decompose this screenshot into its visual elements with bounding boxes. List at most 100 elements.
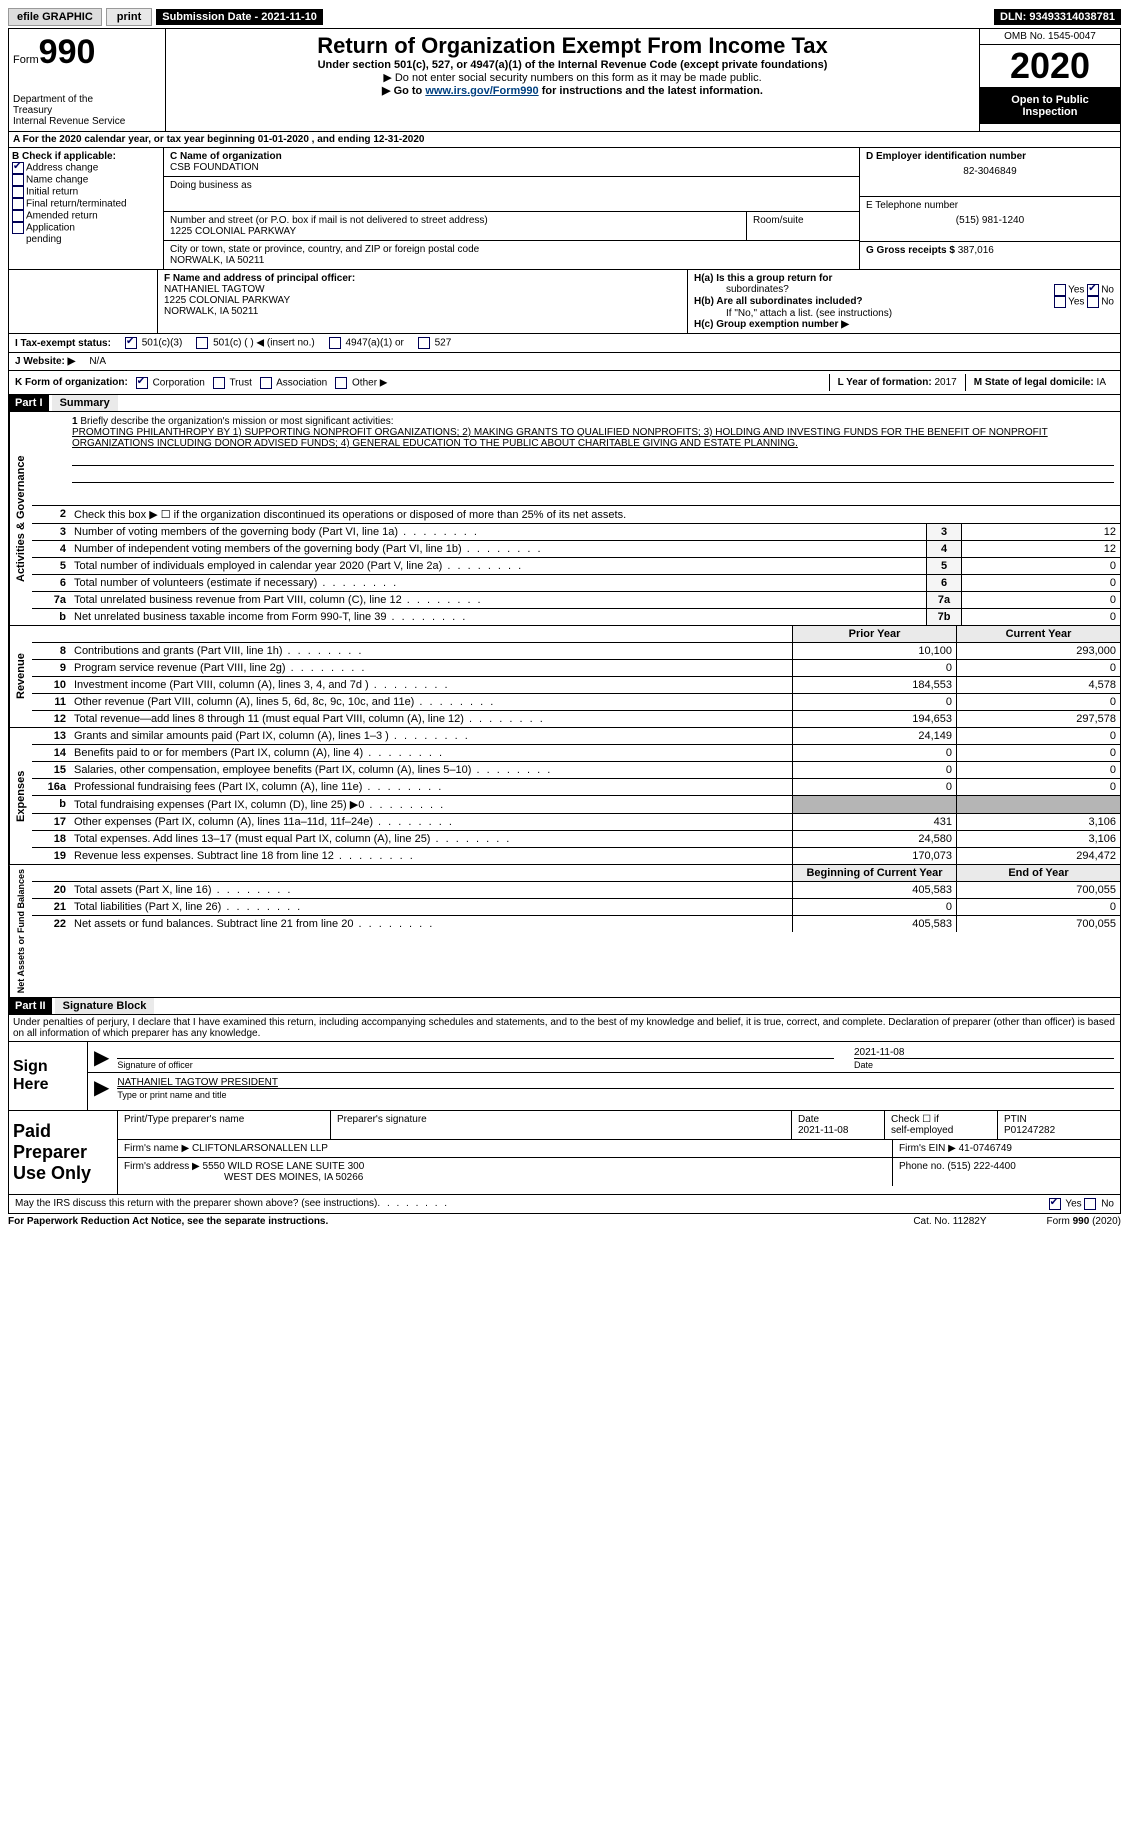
chk-501c[interactable] bbox=[196, 337, 208, 349]
line-text: Total fundraising expenses (Part IX, col… bbox=[70, 796, 792, 813]
line-text: Contributions and grants (Part VIII, lin… bbox=[70, 643, 792, 659]
suite-label: Room/suite bbox=[753, 215, 804, 226]
c-name-label: C Name of organization bbox=[170, 151, 282, 162]
curr-value: 0 bbox=[956, 762, 1120, 778]
line-text: Salaries, other compensation, employee b… bbox=[70, 762, 792, 778]
line-text: Total number of volunteers (estimate if … bbox=[70, 575, 926, 591]
prior-value: 24,149 bbox=[792, 728, 956, 744]
line-text: Benefits paid to or for members (Part IX… bbox=[70, 745, 792, 761]
dln-label: DLN: 93493314038781 bbox=[994, 9, 1121, 25]
curr-value: 297,578 bbox=[956, 711, 1120, 727]
chk-other[interactable] bbox=[335, 377, 347, 389]
goto-line: Go to www.irs.gov/Form990 for instructio… bbox=[174, 84, 971, 97]
chk-pending[interactable] bbox=[12, 222, 24, 234]
efile-button[interactable]: efile GRAPHIC bbox=[8, 8, 102, 26]
mission-statement: PROMOTING PHILANTHROPY BY 1) SUPPORTING … bbox=[72, 427, 1114, 449]
chk-ha-yes[interactable] bbox=[1054, 284, 1066, 296]
row-a-period: A For the 2020 calendar year, or tax yea… bbox=[8, 132, 1121, 148]
prior-value: 24,580 bbox=[792, 831, 956, 847]
prior-value: 405,583 bbox=[792, 882, 956, 898]
chk-addr-change[interactable] bbox=[12, 162, 24, 174]
chk-amended[interactable] bbox=[12, 210, 24, 222]
line-text: Other revenue (Part VIII, column (A), li… bbox=[70, 694, 792, 710]
chk-initial[interactable] bbox=[12, 186, 24, 198]
phone-label: E Telephone number bbox=[866, 200, 958, 211]
ein-value: 82-3046849 bbox=[866, 166, 1114, 177]
prior-value: 0 bbox=[792, 694, 956, 710]
line-value: 0 bbox=[961, 592, 1120, 608]
chk-4947[interactable] bbox=[329, 337, 341, 349]
line-text: Investment income (Part VIII, column (A)… bbox=[70, 677, 792, 693]
officer-addr2: NORWALK, IA 50211 bbox=[164, 306, 258, 317]
line-box: 7a bbox=[926, 592, 961, 608]
dba-label: Doing business as bbox=[170, 180, 252, 191]
prior-value: 405,583 bbox=[792, 916, 956, 932]
print-button[interactable]: print bbox=[106, 8, 152, 26]
line-box: 6 bbox=[926, 575, 961, 591]
prior-value: 0 bbox=[792, 660, 956, 676]
form-subtitle: Under section 501(c), 527, or 4947(a)(1)… bbox=[174, 59, 971, 71]
line-text: Number of voting members of the governin… bbox=[70, 524, 926, 540]
sig-date: 2021-11-08 bbox=[854, 1047, 1114, 1058]
line-value: 12 bbox=[961, 524, 1120, 540]
line-box: 7b bbox=[926, 609, 961, 625]
irs-link[interactable]: www.irs.gov/Form990 bbox=[425, 85, 538, 97]
ssn-note: Do not enter social security numbers on … bbox=[174, 71, 971, 84]
footer-left: For Paperwork Reduction Act Notice, see … bbox=[8, 1216, 328, 1227]
line-text: Total expenses. Add lines 13–17 (must eq… bbox=[70, 831, 792, 847]
ptin: P01247282 bbox=[1004, 1125, 1055, 1136]
curr-value: 4,578 bbox=[956, 677, 1120, 693]
vlabel-revenue: Revenue bbox=[9, 626, 32, 727]
curr-value: 293,000 bbox=[956, 643, 1120, 659]
curr-value: 0 bbox=[956, 745, 1120, 761]
officer-name: NATHANIEL TAGTOW bbox=[164, 284, 265, 295]
line-box: 5 bbox=[926, 558, 961, 574]
chk-final[interactable] bbox=[12, 198, 24, 210]
line-box: 3 bbox=[926, 524, 961, 540]
footer-right: Form 990 (2020) bbox=[1047, 1216, 1121, 1227]
form-title: Return of Organization Exempt From Incom… bbox=[174, 33, 971, 59]
chk-corp[interactable] bbox=[136, 377, 148, 389]
vlabel-net: Net Assets or Fund Balances bbox=[9, 865, 32, 997]
line-text: Total revenue—add lines 8 through 11 (mu… bbox=[70, 711, 792, 727]
curr-year-hdr: Current Year bbox=[956, 626, 1120, 642]
hc-label: H(c) Group exemption number ▶ bbox=[694, 319, 1114, 330]
firm-addr1: 5550 WILD ROSE LANE SUITE 300 bbox=[203, 1161, 365, 1172]
chk-trust[interactable] bbox=[213, 377, 225, 389]
website-label: J Website: ▶ bbox=[15, 356, 75, 367]
curr-value: 3,106 bbox=[956, 831, 1120, 847]
city-label: City or town, state or province, country… bbox=[170, 244, 479, 255]
chk-name-change[interactable] bbox=[12, 174, 24, 186]
chk-discuss-no[interactable] bbox=[1084, 1198, 1096, 1210]
declaration-text: Under penalties of perjury, I declare th… bbox=[8, 1015, 1121, 1042]
chk-501c3[interactable] bbox=[125, 337, 137, 349]
line-value: 0 bbox=[961, 609, 1120, 625]
chk-527[interactable] bbox=[418, 337, 430, 349]
officer-addr1: 1225 COLONIAL PARKWAY bbox=[164, 295, 290, 306]
line-text: Number of independent voting members of … bbox=[70, 541, 926, 557]
ein-label: D Employer identification number bbox=[866, 151, 1026, 162]
footer-cat: Cat. No. 11282Y bbox=[913, 1216, 986, 1227]
chk-hb-no[interactable] bbox=[1087, 296, 1099, 308]
omb-number: OMB No. 1545-0047 bbox=[980, 29, 1120, 45]
prior-value: 170,073 bbox=[792, 848, 956, 864]
curr-value: 0 bbox=[956, 899, 1120, 915]
prep-name-hdr: Print/Type preparer's name bbox=[118, 1111, 331, 1139]
curr-value: 0 bbox=[956, 779, 1120, 795]
line-text: Revenue less expenses. Subtract line 18 … bbox=[70, 848, 792, 864]
end-year-hdr: End of Year bbox=[956, 865, 1120, 881]
chk-ha-no[interactable] bbox=[1087, 284, 1099, 296]
chk-assoc[interactable] bbox=[260, 377, 272, 389]
prior-value: 0 bbox=[792, 899, 956, 915]
curr-value: 700,055 bbox=[956, 916, 1120, 932]
chk-discuss-yes[interactable] bbox=[1049, 1198, 1061, 1210]
col-b-title: B Check if applicable: bbox=[12, 151, 160, 162]
curr-value bbox=[956, 796, 1120, 813]
curr-value: 0 bbox=[956, 660, 1120, 676]
line-text: Other expenses (Part IX, column (A), lin… bbox=[70, 814, 792, 830]
sign-here-label: Sign Here bbox=[9, 1042, 88, 1110]
firm-ein: 41-0746749 bbox=[959, 1143, 1012, 1154]
line-text: Total unrelated business revenue from Pa… bbox=[70, 592, 926, 608]
vlabel-expenses: Expenses bbox=[9, 728, 32, 864]
chk-hb-yes[interactable] bbox=[1054, 296, 1066, 308]
